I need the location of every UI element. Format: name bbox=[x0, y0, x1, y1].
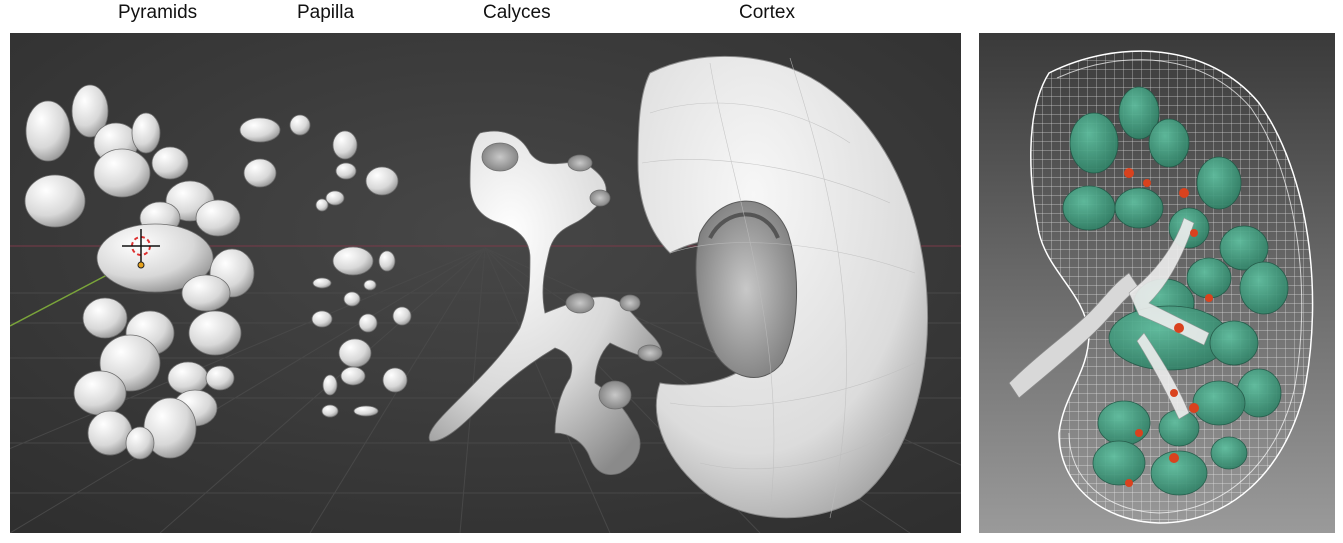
calyces-mesh[interactable] bbox=[428, 130, 663, 475]
combined-model-viewport[interactable] bbox=[979, 33, 1335, 533]
label-pyramids: Pyramids bbox=[118, 2, 198, 23]
papilla-overlay bbox=[1124, 168, 1213, 487]
3d-viewport[interactable] bbox=[10, 33, 961, 533]
3d-cursor-icon[interactable] bbox=[122, 229, 160, 269]
label-cortex: Cortex bbox=[739, 2, 795, 23]
cortex-mesh[interactable] bbox=[637, 55, 928, 519]
pyramids-overlay bbox=[1062, 86, 1289, 496]
papilla-mesh[interactable] bbox=[239, 114, 412, 418]
pyramids-mesh[interactable] bbox=[24, 84, 255, 460]
label-calyces: Calyces bbox=[483, 2, 551, 23]
calyces-overlay bbox=[1128, 217, 1210, 420]
label-papilla: Papilla bbox=[297, 2, 355, 23]
